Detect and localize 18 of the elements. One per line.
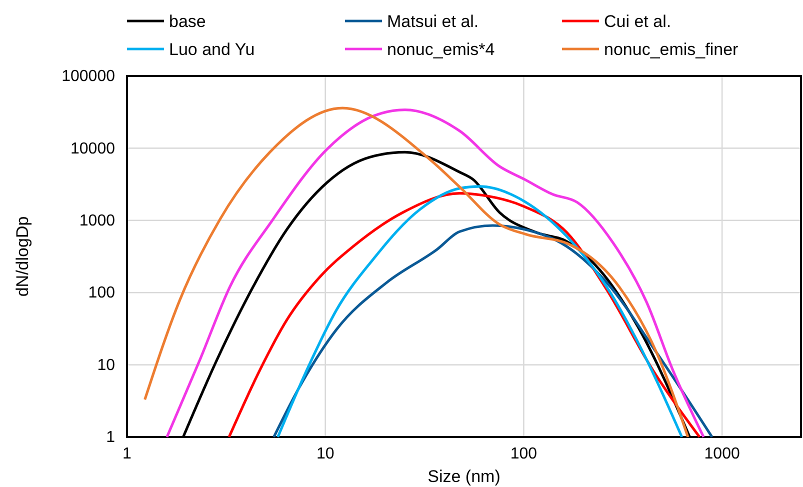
y-axis-title: dN/dlogDp	[13, 216, 32, 297]
x-tick-label: 10	[316, 445, 334, 462]
legend-label: Luo and Yu	[169, 40, 255, 59]
y-tick-label: 100	[88, 284, 116, 302]
legend-label: nonuc_emis*4	[387, 40, 495, 59]
legend-label: base	[169, 12, 206, 31]
x-tick-label: 100	[510, 445, 538, 462]
y-tick-label: 10000	[70, 140, 116, 158]
x-tick-label: 1	[122, 445, 132, 462]
x-axis-title: Size (nm)	[428, 467, 500, 486]
y-tick-label: 1000	[79, 212, 116, 230]
y-tick-label: 1	[106, 429, 116, 446]
legend-label: nonuc_emis_finer	[604, 40, 739, 59]
legend-label: Matsui et al.	[387, 12, 479, 31]
y-tick-label: 100000	[62, 68, 116, 86]
x-tick-label: 1000	[704, 445, 740, 462]
legend-label: Cui et al.	[604, 12, 672, 31]
y-tick-label: 10	[97, 356, 116, 374]
